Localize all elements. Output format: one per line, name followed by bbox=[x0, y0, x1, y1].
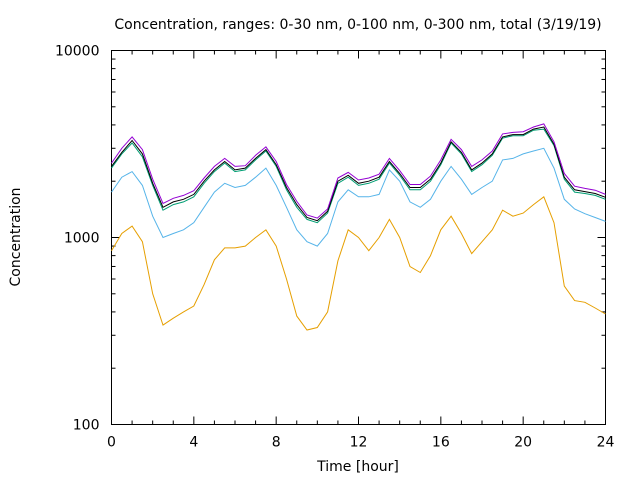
axis-tick-labels: 0 4 8 12 16 20 24 100 1000 10000 bbox=[55, 44, 615, 451]
x-tick-label: 16 bbox=[432, 435, 450, 451]
x-tick-label: 0 bbox=[107, 435, 116, 451]
series-line-5 bbox=[111, 123, 606, 219]
chart-title: Concentration, ranges: 0-30 nm, 0-100 nm… bbox=[114, 17, 601, 33]
x-tick-label: 20 bbox=[514, 435, 532, 451]
x-axis-label: Time [hour] bbox=[316, 459, 399, 475]
y-tick-label: 10000 bbox=[55, 44, 100, 60]
x-tick-label: 12 bbox=[350, 435, 368, 451]
x-tick-label: 4 bbox=[189, 435, 198, 451]
x-tick-label: 8 bbox=[272, 435, 281, 451]
y-axis-label: Concentration bbox=[8, 187, 24, 286]
series-line-3 bbox=[111, 128, 606, 224]
axis-ticks bbox=[111, 50, 606, 425]
x-tick-label: 24 bbox=[597, 435, 615, 451]
series-line-2 bbox=[111, 147, 606, 247]
plot-lines bbox=[111, 123, 606, 331]
y-tick-label: 100 bbox=[73, 418, 100, 434]
series-line-1 bbox=[111, 196, 606, 331]
y-tick-label: 1000 bbox=[64, 231, 100, 247]
series-line-4 bbox=[111, 126, 606, 222]
